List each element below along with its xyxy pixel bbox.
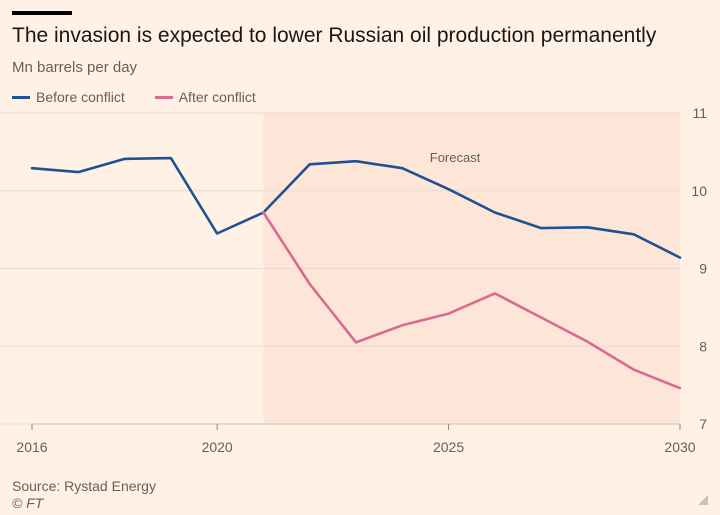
y-tick-label: 9 xyxy=(699,261,707,277)
legend: Before conflict After conflict xyxy=(12,89,256,105)
x-tick-label: 2016 xyxy=(16,439,47,455)
y-tick-label: 8 xyxy=(699,338,707,354)
source-note: Source: Rystad Energy xyxy=(12,478,156,494)
y-tick-label: 11 xyxy=(692,105,707,121)
resize-corner-icon xyxy=(698,495,708,505)
legend-swatch-before xyxy=(12,95,30,99)
top-accent-bar xyxy=(12,11,72,15)
series-line-after-conflict xyxy=(262,211,682,390)
legend-label-after: After conflict xyxy=(178,89,256,105)
x-tick-label: 2025 xyxy=(433,439,464,455)
legend-label-before: Before conflict xyxy=(36,89,125,105)
chart-subtitle: Mn barrels per day xyxy=(12,59,138,76)
copyright-note: © FT xyxy=(12,495,44,511)
series-line-before-conflict xyxy=(30,156,682,259)
forecast-label: Forecast xyxy=(430,150,481,165)
x-tick-label: 2020 xyxy=(202,439,233,455)
legend-item-before: Before conflict xyxy=(12,89,125,105)
legend-item-after: After conflict xyxy=(154,89,256,105)
y-tick-label: 10 xyxy=(691,183,707,199)
chart-title: The invasion is expected to lower Russia… xyxy=(12,24,657,47)
x-tick-label: 2030 xyxy=(664,439,695,455)
legend-swatch-after xyxy=(154,95,173,99)
y-tick-label: 7 xyxy=(699,416,707,432)
